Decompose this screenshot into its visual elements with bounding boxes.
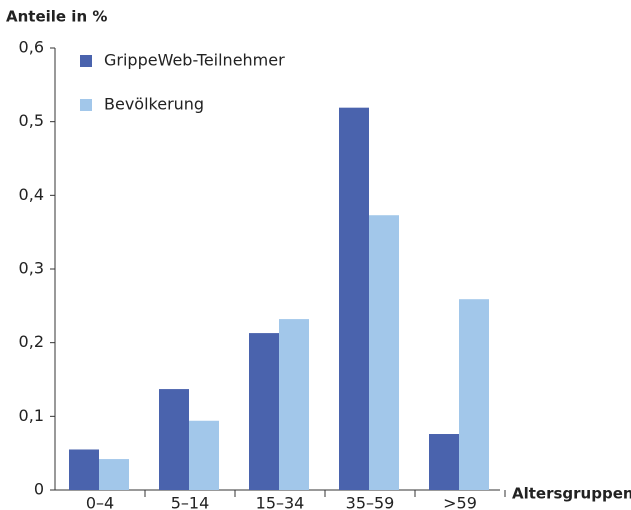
bar	[459, 299, 489, 490]
bar	[279, 319, 309, 490]
x-axis-title: Altersgruppen	[512, 485, 631, 503]
y-tick-label: 0,6	[19, 38, 44, 57]
x-tick-label: 15–34	[256, 494, 305, 510]
y-tick-label: 0,5	[19, 111, 44, 130]
bar	[99, 459, 129, 490]
bar	[339, 107, 369, 491]
x-tick-label: 35–59	[346, 494, 395, 510]
legend-label: GrippeWeb-Teilnehmer	[104, 51, 285, 70]
y-tick-label: 0,2	[19, 332, 44, 351]
bar	[429, 434, 459, 490]
legend-marker	[80, 55, 92, 67]
bar	[69, 449, 99, 490]
y-tick-label: 0,1	[19, 406, 44, 425]
y-tick-label: 0	[34, 480, 44, 499]
legend-label: Bevölkerung	[104, 95, 204, 114]
bar	[369, 215, 399, 490]
bar	[159, 389, 189, 490]
legend-marker	[80, 99, 92, 111]
bar	[249, 333, 279, 490]
y-tick-label: 0,3	[19, 259, 44, 278]
x-tick-label: 5–14	[171, 494, 210, 510]
x-tick-label: >59	[443, 494, 477, 510]
y-axis-title: Anteile in %	[6, 8, 107, 26]
y-tick-label: 0,4	[19, 185, 44, 204]
x-tick-label: 0–4	[86, 494, 114, 510]
bar	[189, 420, 219, 490]
